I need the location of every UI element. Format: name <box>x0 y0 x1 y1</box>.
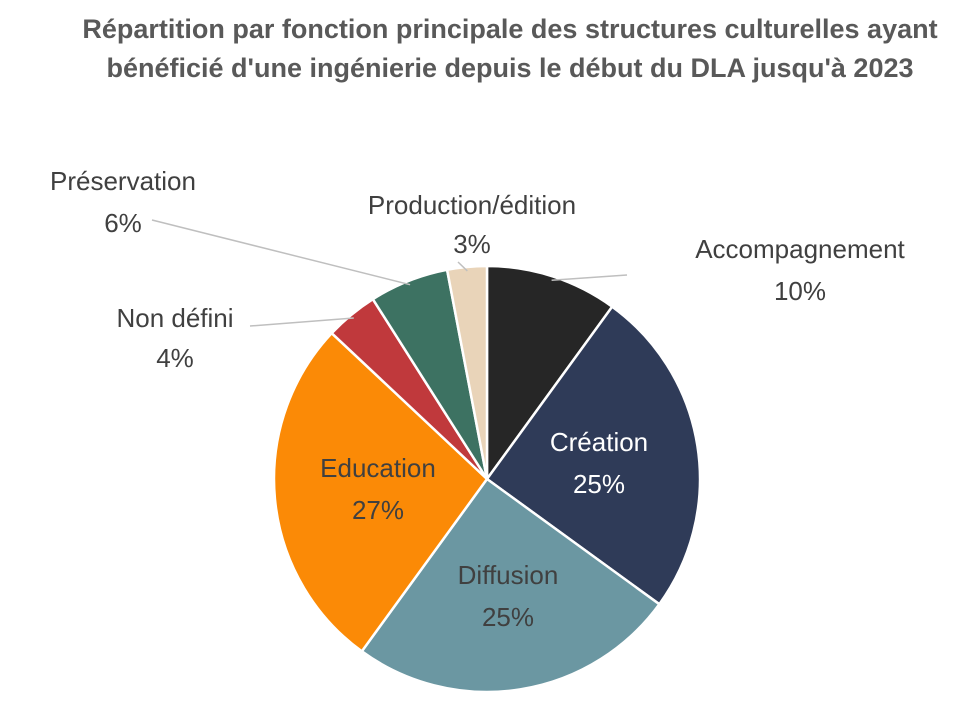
category-label: Education <box>320 453 436 483</box>
value-label: 3% <box>453 229 491 259</box>
category-label: Non défini <box>116 303 233 333</box>
leader-line <box>551 274 628 281</box>
category-label: Diffusion <box>458 560 559 590</box>
category-label: Production/édition <box>368 190 576 220</box>
category-label: Création <box>550 427 648 457</box>
chart-title: Répartition par fonction principale des … <box>82 14 938 83</box>
pie-slice <box>485 264 614 483</box>
value-label: 10% <box>774 276 826 306</box>
leader-line <box>249 317 354 327</box>
value-label: 4% <box>156 343 194 373</box>
pie-slice <box>360 477 662 694</box>
leader-line <box>151 219 411 286</box>
value-label: 25% <box>482 602 534 632</box>
pie-slice <box>485 304 702 606</box>
pie-slice <box>272 331 489 654</box>
value-label: 6% <box>104 208 142 238</box>
leader-line <box>457 261 468 272</box>
category-label: Préservation <box>50 166 196 196</box>
category-label: Accompagnement <box>695 234 905 264</box>
pie-slice <box>445 264 489 480</box>
value-label: 27% <box>352 495 404 525</box>
value-label: 25% <box>573 469 625 499</box>
